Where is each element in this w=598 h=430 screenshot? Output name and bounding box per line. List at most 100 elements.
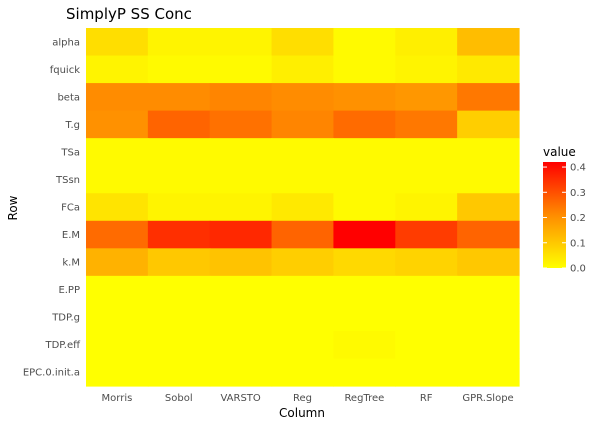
heatmap-cell-TSsn-VARSTO — [209, 165, 273, 194]
heatmap-cell-EPC.0.init.a-RF — [395, 358, 458, 387]
y-tick-label: FCa — [61, 203, 80, 214]
heatmap-cell-alpha-Morris — [86, 28, 149, 57]
heatmap-cell-k.M-Sobol — [147, 248, 211, 277]
heatmap-cell-alpha-VARSTO — [209, 28, 273, 57]
heatmap-cell-EPC.0.init.a-VARSTO — [209, 358, 273, 387]
heatmap-cell-beta-RegTree — [333, 83, 396, 112]
heatmap-cell-TDP.g-RegTree — [333, 303, 396, 332]
heatmap-cell-TDP.eff-GPR.Slope — [457, 330, 520, 360]
y-tick-label: TSa — [60, 147, 80, 158]
heatmap-cell-T.g-Reg — [271, 110, 335, 139]
heatmap-cell-TDP.g-GPR.Slope — [457, 303, 520, 332]
y-tick-label: TSsn — [55, 175, 80, 186]
y-axis-label: Row — [6, 195, 20, 220]
heatmap-cell-beta-Morris — [86, 83, 149, 112]
x-tick-label: Sobol — [165, 393, 193, 404]
heatmap-cell-TDP.eff-Sobol — [147, 330, 211, 360]
heatmap-cell-k.M-Morris — [86, 248, 149, 277]
heatmap-cell-T.g-Morris — [86, 110, 149, 139]
heatmap-cell-alpha-Reg — [271, 28, 335, 57]
heatmap-cell-fquick-GPR.Slope — [457, 55, 520, 84]
heatmap-cell-E.M-Reg — [271, 220, 335, 249]
legend-tick-label: 0.3 — [570, 188, 586, 199]
x-tick-label: RF — [420, 393, 433, 404]
heatmap-cell-T.g-Sobol — [147, 110, 211, 139]
legend-tick-label: 0.2 — [570, 213, 586, 224]
heatmap-cell-k.M-RF — [395, 248, 458, 277]
heatmap-cell-T.g-VARSTO — [209, 110, 273, 139]
heatmap-cell-alpha-RegTree — [333, 28, 396, 57]
heatmap-cell-T.g-RF — [395, 110, 458, 139]
heatmap-cell-E.PP-VARSTO — [209, 275, 273, 304]
heatmap-cell-TDP.g-Reg — [271, 303, 335, 332]
heatmap-cell-E.M-VARSTO — [209, 220, 273, 249]
heatmap-cell-beta-Sobol — [147, 83, 211, 112]
heatmap-cell-TDP.eff-RegTree — [333, 330, 396, 360]
heatmap-cell-k.M-RegTree — [333, 248, 396, 277]
heatmap-cell-alpha-GPR.Slope — [457, 28, 520, 57]
x-axis-label: Column — [279, 406, 325, 420]
heatmap-cell-E.PP-Sobol — [147, 275, 211, 304]
x-tick-labels: Morris Sobol VARSTO Reg RegTree RF GPR.Slope — [102, 393, 514, 404]
x-tick-label: RegTree — [344, 393, 384, 404]
x-tick-label: Morris — [102, 393, 133, 404]
x-tick-label: VARSTO — [220, 393, 260, 404]
legend-tick-label: 0.0 — [570, 264, 586, 275]
heatmap-cell-alpha-Sobol — [147, 28, 211, 57]
heatmap-cell-fquick-RF — [395, 55, 458, 84]
heatmap-cell-FCa-RF — [395, 193, 458, 222]
heatmap-cell-TSsn-RF — [395, 165, 458, 194]
heatmap-cell-EPC.0.init.a-Sobol — [147, 358, 211, 387]
heatmap-cell-TSa-Sobol — [147, 138, 211, 167]
heatmap-cell-TDP.eff-RF — [395, 330, 458, 360]
heatmap-cell-T.g-GPR.Slope — [457, 110, 520, 139]
y-tick-label: TDP.g — [51, 313, 80, 324]
y-tick-label: E.PP — [58, 285, 80, 296]
heatmap-cell-EPC.0.init.a-GPR.Slope — [457, 358, 520, 387]
y-tick-label: alpha — [52, 37, 80, 48]
heatmap-cell-E.M-RegTree — [333, 220, 396, 249]
heatmap-cell-EPC.0.init.a-Reg — [271, 358, 335, 387]
heatmap-cell-beta-RF — [395, 83, 458, 112]
heatmap-cell-TDP.eff-Morris — [86, 330, 149, 360]
heatmap-cell-FCa-RegTree — [333, 193, 396, 222]
heatmap-cell-TSsn-Reg — [271, 165, 335, 194]
y-tick-label: T.g — [65, 120, 80, 131]
heatmap-cell-k.M-Reg — [271, 248, 335, 277]
heatmap-cell-TSsn-Morris — [86, 165, 149, 194]
heatmap-cell-fquick-Sobol — [147, 55, 211, 84]
heatmap-cell-beta-Reg — [271, 83, 335, 112]
heatmap-cell-fquick-VARSTO — [209, 55, 273, 84]
legend-tick-label: 0.4 — [570, 163, 586, 174]
heatmap-cell-TDP.g-Morris — [86, 303, 149, 332]
heatmap-cell-TSa-RegTree — [333, 138, 396, 167]
heatmap-cell-TSsn-GPR.Slope — [457, 165, 520, 194]
heatmap-cell-FCa-Sobol — [147, 193, 211, 222]
heatmap-cell-E.M-Morris — [86, 220, 149, 249]
heatmap-cell-TSa-Morris — [86, 138, 149, 167]
heatmap-cell-E.M-Sobol — [147, 220, 211, 249]
heatmap-cell-TDP.g-VARSTO — [209, 303, 273, 332]
heatmap-cell-TDP.eff-VARSTO — [209, 330, 273, 360]
color-legend: value 0.0 0.1 0.2 0.3 0.4 — [543, 145, 586, 275]
legend-colorbar — [543, 162, 566, 268]
heatmap-cell-FCa-GPR.Slope — [457, 193, 520, 222]
legend-title: value — [543, 145, 576, 159]
heatmap-cell-E.M-RF — [395, 220, 458, 249]
heatmap-cell-FCa-Morris — [86, 193, 149, 222]
heatmap-cell-E.M-GPR.Slope — [457, 220, 520, 249]
heatmap-cell-k.M-GPR.Slope — [457, 248, 520, 277]
y-tick-label: EPC.0.init.a — [23, 368, 80, 379]
heatmap-cell-TDP.g-RF — [395, 303, 458, 332]
heatmap-cell-beta-VARSTO — [209, 83, 273, 112]
y-tick-label: beta — [57, 92, 80, 103]
heatmap-cell-TDP.g-Sobol — [147, 303, 211, 332]
heatmap-cell-E.PP-Morris — [86, 275, 149, 304]
heatmap-cell-TSa-GPR.Slope — [457, 138, 520, 167]
heatmap-cell-TSa-VARSTO — [209, 138, 273, 167]
heatmap-cell-beta-GPR.Slope — [457, 83, 520, 112]
heatmap-cell-FCa-VARSTO — [209, 193, 273, 222]
heatmap-cell-E.PP-RegTree — [333, 275, 396, 304]
heatmap-cell-TSa-Reg — [271, 138, 335, 167]
